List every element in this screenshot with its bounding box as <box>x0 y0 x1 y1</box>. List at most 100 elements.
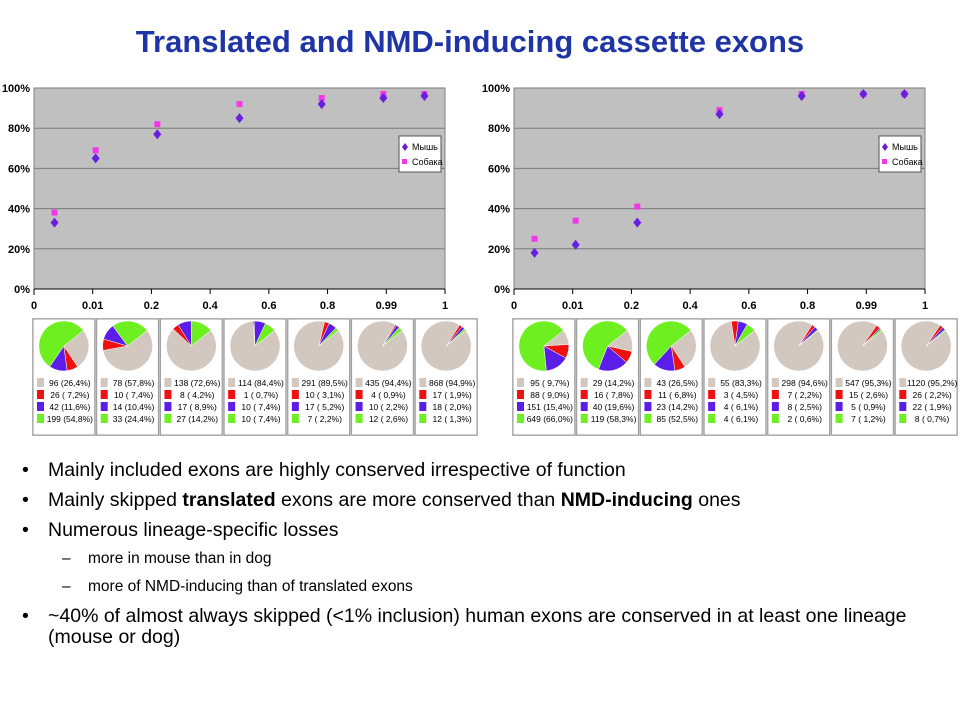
pie-cell: 43 (26,5%) 11 ( 6,8%) 23 (14,2%) 85 (52,5%) <box>639 318 703 436</box>
legend-swatch <box>580 414 588 423</box>
pie-count-label: 23 (14,2%) <box>656 402 698 412</box>
x-tick-label: 0 <box>31 300 37 312</box>
bullet-list: • Mainly included exons are highly conser… <box>22 460 942 657</box>
legend-swatch <box>37 402 44 411</box>
pie-count-label: 40 (19,6%) <box>593 402 635 412</box>
pie-count-label: 10 ( 7,4%) <box>114 390 153 400</box>
pie-slice <box>445 328 467 347</box>
legend-swatch <box>228 390 236 399</box>
pie-slice <box>582 320 628 370</box>
y-tick-label: 80% <box>488 123 510 135</box>
pie-count-label: 10 ( 7,4%) <box>241 402 280 412</box>
legend-swatch <box>708 390 716 399</box>
pie-count-label: 547 (95,3%) <box>845 378 891 388</box>
pie-count-label: 7 ( 1,2%) <box>851 414 886 424</box>
pie-count-label: 4 ( 6,1%) <box>724 402 759 412</box>
bullet-text: translated <box>182 489 276 511</box>
pie-count-label: 649 (66,0%) <box>527 414 573 424</box>
sub-bullet-item: – more of NMD-inducing than of translated… <box>22 578 942 596</box>
legend-swatch <box>100 402 108 411</box>
x-tick-label: 0.01 <box>82 300 103 312</box>
y-tick-label: 20% <box>8 244 30 256</box>
x-tick-label: 0.2 <box>624 300 639 312</box>
y-tick-label: 40% <box>488 204 510 216</box>
legend-swatch <box>899 378 907 387</box>
pie-count-label: 8 ( 2,5%) <box>787 402 822 412</box>
legend-swatch <box>708 378 716 387</box>
x-tick-label: 0.4 <box>202 300 218 312</box>
legend-swatch <box>228 402 236 411</box>
mouse-point <box>715 109 724 120</box>
pie-cell: 114 (84,4%) 1 ( 0,7%) 10 ( 7,4%) 10 ( 7,4%) <box>223 318 287 436</box>
pie-count-label: 7 ( 2,2%) <box>307 414 342 424</box>
mouse-point <box>420 91 429 102</box>
x-tick-label: 0.8 <box>320 300 335 312</box>
pie-count-label: 7 ( 2,2%) <box>787 390 822 400</box>
legend-swatch <box>291 390 299 399</box>
pie-slice <box>112 320 148 347</box>
pie-count-label: 18 ( 2,0%) <box>433 402 472 412</box>
legend-swatch <box>228 378 236 387</box>
pie-count-label: 12 ( 1,3%) <box>433 414 472 424</box>
pie-count-label: 10 ( 7,4%) <box>241 414 280 424</box>
mouse-point <box>317 99 326 110</box>
legend-swatch <box>771 414 779 423</box>
y-tick-label: 60% <box>488 163 510 175</box>
pie-count-label: 199 (54,8%) <box>47 414 93 424</box>
legend-swatch <box>899 402 907 411</box>
mouse-point <box>530 247 539 258</box>
legend-swatch <box>419 390 427 399</box>
scatter-chart-translated: 0% 20% 40% 60% 80% 100% 0 0.01 0.2 0.4 0.6 0.8 0.99 1… <box>2 83 448 312</box>
legend-swatch <box>771 402 779 411</box>
mouse-point <box>900 89 909 100</box>
slide-title: Translated and NMD-inducing cassette exo… <box>135 24 805 59</box>
pie-count-label: 17 ( 1,9%) <box>433 390 472 400</box>
bullet-text: NMD-inducing <box>560 489 693 511</box>
legend-swatch <box>37 390 44 399</box>
legend-swatch <box>164 390 172 399</box>
pie-count-label: 96 (26,4%) <box>49 378 91 388</box>
dog-point <box>154 121 161 128</box>
bullet-marker: • <box>22 489 29 511</box>
pie-cell: 29 (14,2%) 16 ( 7,8%) 40 (19,6%) 119 (58,3%… <box>576 318 639 436</box>
bullet-marker: • <box>22 459 29 481</box>
pie-cell: 291 (89,5%) 10 ( 3,1%) 17 ( 5,2%) 7 ( 2,2%) <box>287 318 351 436</box>
bullet-text: Mainly included exons are highly conserv… <box>48 459 626 481</box>
legend-swatch <box>37 414 44 423</box>
legend-swatch <box>708 402 716 411</box>
dog-point <box>236 101 243 108</box>
legend-swatch <box>517 390 524 399</box>
pie-count-label: 16 ( 7,8%) <box>594 390 633 400</box>
pie-count-label: 95 ( 9,7%) <box>530 378 569 388</box>
pie-panel-nmd-inducing: 95 ( 9,7%) 88 ( 9,0%) 151 (15,4%) 649 (66,0… <box>512 318 958 436</box>
sub-bullet-item: – more in mouse than in dog <box>22 550 942 568</box>
legend-swatch <box>835 402 843 411</box>
pie-count-label: 8 ( 0,7%) <box>915 414 950 424</box>
bullet-text: exons are more conserved than <box>275 489 561 511</box>
pie-slice <box>63 330 90 368</box>
legend-dog-marker <box>402 159 407 164</box>
pie-panel-translated: 96 (26,4%) 26 ( 7,2%) 42 (11,6%) 199 (54,8%… <box>32 318 478 436</box>
legend-swatch <box>228 414 236 423</box>
dog-point <box>318 95 325 102</box>
scatter-chart-nmd-inducing: 0% 20% 40% 60% 80% 100% 0 0.01 0.2 0.4 0.6 0.8 0.99 1… <box>482 83 928 312</box>
pie-count-label: 26 ( 2,2%) <box>913 390 952 400</box>
mouse-point <box>797 91 806 102</box>
legend-swatch <box>771 390 779 399</box>
legend-swatch <box>100 378 108 387</box>
bullet-text: more in mouse than in dog <box>88 550 272 567</box>
legend-box <box>398 135 442 173</box>
pie-count-label: 291 (89,5%) <box>302 378 348 388</box>
dog-point <box>572 217 579 224</box>
pie-count-label: 10 ( 3,1%) <box>305 390 344 400</box>
legend-dog-label: Собака <box>892 157 923 167</box>
legend-swatch <box>355 390 363 399</box>
legend-swatch <box>644 402 652 411</box>
mouse-point <box>91 153 100 164</box>
x-tick-label: 1 <box>442 300 448 312</box>
legend-swatch <box>291 378 299 387</box>
x-tick-label: 0.2 <box>144 300 159 312</box>
dog-point <box>634 203 641 210</box>
legend-swatch <box>580 378 588 387</box>
bullet-text: ~40% of almost always skipped (<1% inclu… <box>48 605 907 648</box>
